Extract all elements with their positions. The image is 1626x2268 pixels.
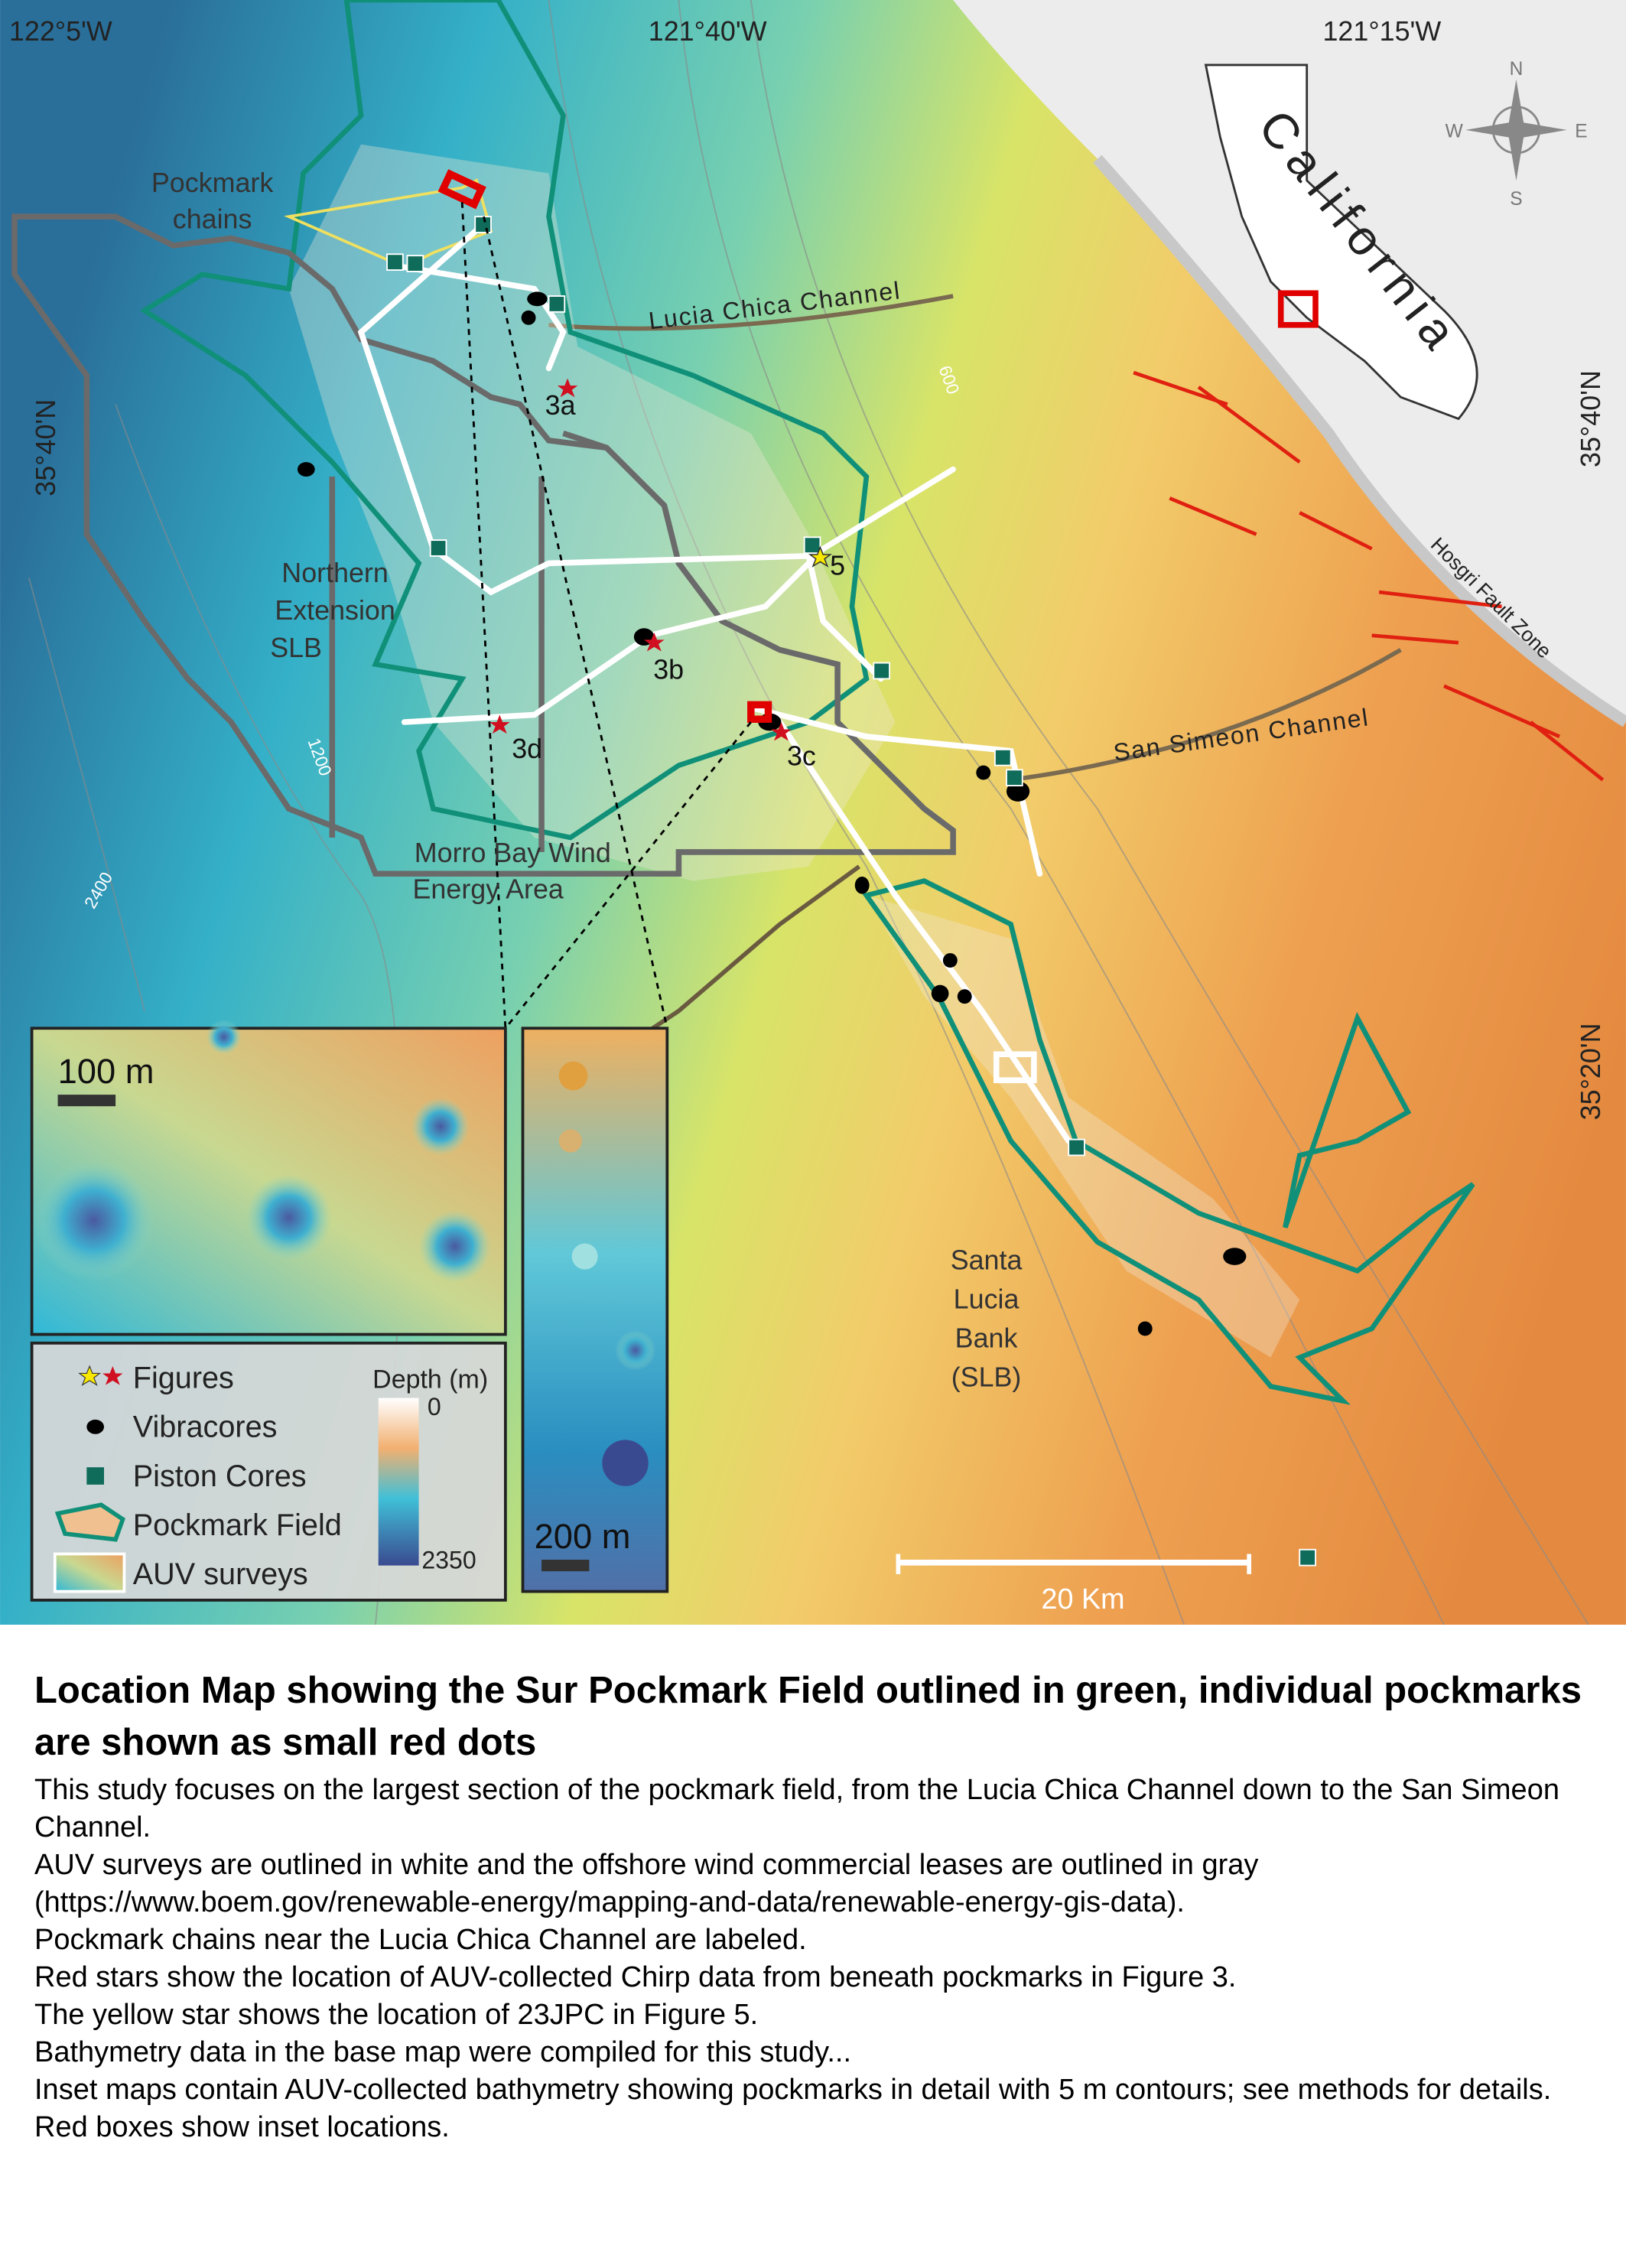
figure-label: 3d	[512, 734, 542, 764]
left-axis-label: 35°40'N	[31, 399, 61, 496]
inset-leader-lines	[460, 202, 752, 1030]
figure-label: 3a	[545, 390, 576, 421]
compass-label: N	[1510, 59, 1524, 80]
santa-lucia-label: Bank	[955, 1323, 1018, 1354]
inset-scale-label: 200 m	[535, 1517, 631, 1556]
santa-lucia-label: Lucia	[954, 1284, 1020, 1315]
northern-extension-label: Extension	[275, 595, 395, 626]
yellow-star	[808, 545, 832, 568]
caption-line: Inset maps contain AUV-collected bathyme…	[34, 2074, 1552, 2143]
lucia-chica-channel	[548, 294, 954, 331]
right-inset: 200 m	[521, 1027, 669, 1593]
legend-label: Pockmark Field	[133, 1508, 342, 1542]
pockmark-field-outline	[139, 0, 1475, 1405]
northern-extension-label: Northern	[281, 558, 389, 588]
san-simeon-channel	[1010, 648, 1402, 783]
figure-label: 5	[830, 550, 845, 581]
pockmark-chains-label: Pockmark	[151, 168, 273, 198]
top-axis-label: 121°40'W	[649, 16, 767, 47]
inset-scale-label: 100 m	[58, 1052, 154, 1091]
legend-label: Figures	[133, 1361, 234, 1394]
figure-label: 3c	[787, 741, 816, 772]
left-inset: 100 m	[30, 1019, 507, 1336]
caption-title: Location Map showing the Sur Pockmark Fi…	[34, 1670, 1582, 1763]
morro-bay-label: Morro Bay Wind	[415, 838, 611, 868]
northern-extension-label: SLB	[270, 633, 322, 663]
legend-label: Piston Cores	[133, 1459, 307, 1493]
pockmark-fill	[288, 144, 1300, 1358]
shelf-edge	[1093, 155, 1626, 727]
fault-lines	[1133, 370, 1605, 782]
legend: Figures Vibracores Piston Cores Pockmark…	[30, 1341, 507, 1602]
legend-label: Vibracores	[133, 1411, 278, 1444]
scale-bar: 20 Km	[896, 1554, 1252, 1616]
scale-bar-label: 20 Km	[1042, 1583, 1125, 1616]
santa-lucia-label: Santa	[951, 1245, 1023, 1276]
depth-max: 2350	[421, 1546, 476, 1573]
caption-line: Bathymetry data in the base map were com…	[34, 2036, 852, 2068]
compass-label: W	[1446, 121, 1464, 142]
top-axis-label: 121°15'W	[1322, 16, 1441, 47]
caption: Location Map showing the Sur Pockmark Fi…	[34, 1664, 1602, 2146]
depth-min: 0	[428, 1393, 441, 1420]
compass-label: E	[1575, 121, 1587, 142]
inset-location-boxes	[437, 169, 772, 723]
california-shape	[1204, 63, 1478, 421]
study-area-box	[1277, 290, 1319, 328]
caption-line: AUV surveys are outlined in white and th…	[34, 1849, 1259, 1918]
compass-label: S	[1510, 189, 1522, 210]
wind-lease-boundary	[11, 213, 956, 877]
depth-title: Depth (m)	[372, 1365, 488, 1394]
caption-line: Red stars show the location of AUV-colle…	[34, 1961, 1237, 1993]
morro-bay-label: Energy Area	[413, 874, 564, 904]
caption-line: This study focuses on the largest sectio…	[34, 1774, 1559, 1843]
legend-label: AUV surveys	[133, 1557, 308, 1591]
right-axis-label: 35°20'N	[1576, 1023, 1606, 1120]
right-axis-label: 35°40'N	[1576, 370, 1606, 467]
caption-line: Pockmark chains near the Lucia Chica Cha…	[34, 1924, 807, 1956]
caption-line: The yellow star shows the location of 23…	[34, 1999, 759, 2031]
santa-lucia-label: (SLB)	[951, 1362, 1022, 1392]
figure-label: 3b	[653, 654, 684, 685]
pockmark-chains-label: chains	[173, 203, 252, 234]
map: N S E W California 122°5'W 121°40'W 121°…	[0, 0, 1626, 1625]
red-stars	[489, 378, 792, 741]
top-axis-label: 122°5'W	[9, 16, 112, 47]
